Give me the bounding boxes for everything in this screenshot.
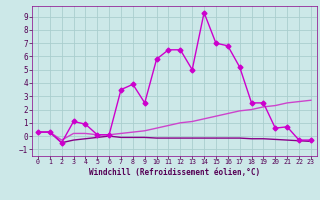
X-axis label: Windchill (Refroidissement éolien,°C): Windchill (Refroidissement éolien,°C): [89, 168, 260, 177]
